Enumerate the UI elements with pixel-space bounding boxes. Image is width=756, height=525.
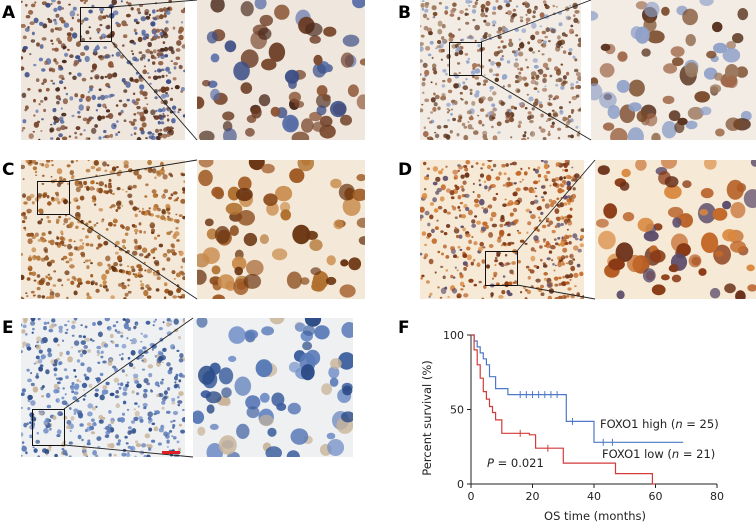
legend-foxo1-low: FOXO1 low (n = 21) [602,447,715,461]
legend-foxo1-high: FOXO1 high (n = 25) [600,417,719,431]
x-tick-label: 60 [649,490,663,503]
panel-label-b: B [398,3,411,23]
panel-label-c: C [2,160,15,180]
micrograph-a-zoom [197,0,365,140]
micrograph-e-overview [21,318,185,457]
inset-box-a [80,7,112,42]
y-tick-label: 100 [443,329,464,342]
inset-box-e [32,409,65,446]
survival-chart: 0 50 100 0 20 40 60 80 OS time (months) Percen… [420,329,724,523]
micrograph-a-overview [21,0,185,140]
x-tick-label: 80 [710,490,724,503]
y-tick-label: 0 [457,478,464,491]
y-axis-label: Percent survival (%) [420,360,434,476]
foxo1-low-curve [471,334,656,485]
x-tick-label: 40 [587,490,601,503]
x-tick-label: 0 [468,490,475,503]
panel-label-a: A [2,3,16,23]
micrograph-d-zoom [595,160,756,299]
micrograph-e-zoom [193,318,353,457]
series-layer [471,334,684,485]
panel-label-d: D [398,160,413,180]
micrograph-b-zoom [591,0,756,140]
inset-box-b [449,42,482,76]
foxo1-high-curve [471,334,684,443]
scale-bar [162,451,180,454]
x-axis-label: OS time (months) [544,509,646,523]
y-tick-label: 50 [450,404,464,417]
x-ticks: 0 20 40 60 80 [468,484,724,503]
panel-label-f: F [398,318,410,338]
micrograph-d-overview [420,160,584,299]
micrograph-c-zoom [197,160,365,299]
inset-box-c [37,181,70,215]
p-value-annotation: P = 0.021 [487,456,544,470]
micrograph-c-overview [21,160,185,299]
x-tick-label: 20 [526,490,540,503]
y-ticks: 0 50 100 [443,329,471,491]
inset-box-d [485,251,518,286]
panel-label-e: E [2,318,14,338]
